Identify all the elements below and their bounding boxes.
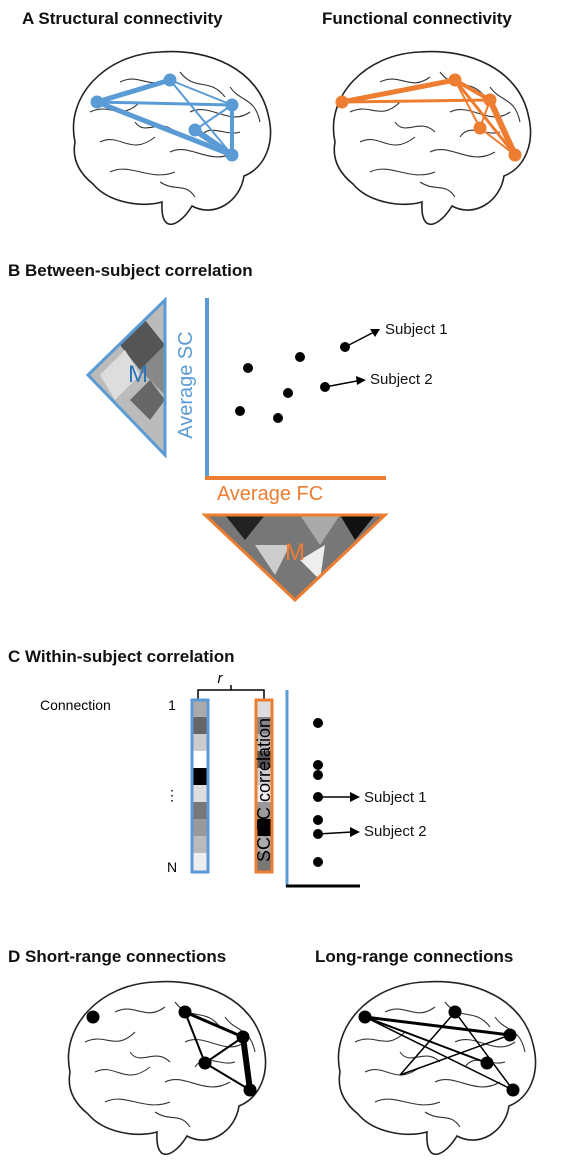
label: 1 [168,697,176,713]
fc-vector [254,698,274,874]
structural-network [90,73,239,162]
short-range-network [86,1005,257,1097]
annotation: r [218,670,224,687]
label: Connection [40,697,111,713]
panel-title: Long-range connections [315,947,513,966]
annotation: Subject 2 [370,371,433,388]
panel-title: D Short-range connections [8,947,226,966]
matrix-label: M [285,539,305,566]
matrix-label: M [128,361,148,388]
long-range-network [358,1005,520,1097]
brain [337,980,537,1156]
brain [67,980,267,1156]
panel-title: A Structural connectivity [22,9,223,28]
axis-label: SC-FC correlation [254,718,274,862]
annotation: Subject 1 [385,321,448,338]
bracket [197,685,265,699]
sc-matrix [85,296,167,459]
panel-title: Functional connectivity [322,9,512,28]
functional-network [335,73,522,162]
subject-dots [313,718,360,867]
fc-matrix [201,513,389,603]
annotation: Subject 2 [364,823,427,840]
label: ⋮ [165,787,179,803]
axis-label: Average FC [217,483,323,505]
axis-label: Average SC [175,331,197,438]
sc-vector [190,698,210,874]
panel-title: C Within-subject correlation [8,647,235,666]
label: N [167,859,177,875]
panel-title: B Between-subject correlation [8,261,253,280]
subject-dots [235,329,380,423]
annotation: Subject 1 [364,789,427,806]
